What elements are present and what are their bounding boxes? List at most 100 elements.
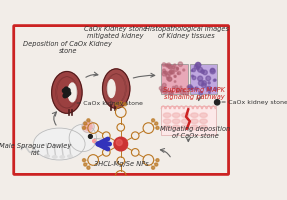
Circle shape <box>177 73 179 74</box>
Circle shape <box>191 87 193 89</box>
Circle shape <box>119 102 122 105</box>
Circle shape <box>168 65 171 68</box>
Circle shape <box>155 122 158 125</box>
FancyBboxPatch shape <box>14 26 228 174</box>
Circle shape <box>180 86 182 88</box>
Circle shape <box>178 62 183 66</box>
Ellipse shape <box>191 125 198 130</box>
Circle shape <box>209 92 210 93</box>
Ellipse shape <box>68 155 72 157</box>
Text: = CaOx kidney stone: = CaOx kidney stone <box>76 101 143 106</box>
Circle shape <box>206 76 211 81</box>
Circle shape <box>174 67 178 71</box>
Circle shape <box>82 120 94 133</box>
Ellipse shape <box>200 113 207 117</box>
Circle shape <box>188 85 192 89</box>
Circle shape <box>87 166 90 169</box>
Circle shape <box>214 87 217 91</box>
Circle shape <box>93 139 96 143</box>
Ellipse shape <box>68 83 77 102</box>
Circle shape <box>164 71 166 74</box>
Circle shape <box>83 126 86 129</box>
Circle shape <box>171 71 174 74</box>
Circle shape <box>170 70 174 74</box>
Circle shape <box>176 88 180 92</box>
Text: Mitigating deposition
of CaOx stone: Mitigating deposition of CaOx stone <box>160 126 230 139</box>
Circle shape <box>164 71 168 74</box>
Circle shape <box>172 66 174 69</box>
Circle shape <box>198 67 203 72</box>
Circle shape <box>88 135 92 138</box>
Circle shape <box>166 74 170 78</box>
Text: Deposition of CaOx Kidney
stone: Deposition of CaOx Kidney stone <box>23 41 112 54</box>
Circle shape <box>63 89 66 93</box>
Circle shape <box>84 122 87 125</box>
Circle shape <box>152 166 155 169</box>
Circle shape <box>185 91 189 95</box>
Circle shape <box>162 72 166 76</box>
Circle shape <box>196 63 201 67</box>
Text: Suppressing MAPK
signaling pathway: Suppressing MAPK signaling pathway <box>163 87 225 100</box>
Circle shape <box>208 82 210 84</box>
Circle shape <box>84 123 92 130</box>
Circle shape <box>156 159 159 162</box>
Circle shape <box>195 87 198 90</box>
Circle shape <box>198 80 204 86</box>
Circle shape <box>182 90 184 92</box>
Ellipse shape <box>200 119 207 124</box>
Circle shape <box>168 77 172 81</box>
Circle shape <box>201 70 204 73</box>
Ellipse shape <box>181 113 189 117</box>
Ellipse shape <box>53 156 57 158</box>
Ellipse shape <box>172 125 180 130</box>
Circle shape <box>183 89 184 90</box>
Circle shape <box>152 119 155 122</box>
Circle shape <box>169 65 173 69</box>
Circle shape <box>187 86 189 88</box>
Circle shape <box>210 69 215 74</box>
Ellipse shape <box>60 156 65 158</box>
Circle shape <box>169 91 173 94</box>
Circle shape <box>165 64 168 66</box>
Circle shape <box>203 70 207 75</box>
Circle shape <box>202 81 206 85</box>
Circle shape <box>119 184 122 187</box>
Circle shape <box>124 182 127 185</box>
Ellipse shape <box>181 125 189 130</box>
Circle shape <box>174 76 176 77</box>
FancyBboxPatch shape <box>161 106 216 135</box>
Ellipse shape <box>172 119 180 124</box>
Circle shape <box>189 86 193 90</box>
Circle shape <box>64 91 68 95</box>
Circle shape <box>115 182 118 185</box>
Ellipse shape <box>191 113 198 117</box>
Circle shape <box>116 139 122 146</box>
Circle shape <box>177 67 178 69</box>
Circle shape <box>156 126 159 129</box>
Circle shape <box>192 76 196 80</box>
Text: CaOx Kidney stone
mitigated kidney: CaOx Kidney stone mitigated kidney <box>84 26 147 39</box>
Circle shape <box>206 86 211 91</box>
Ellipse shape <box>52 72 82 113</box>
Circle shape <box>63 94 67 98</box>
Circle shape <box>162 63 166 66</box>
Ellipse shape <box>200 125 207 130</box>
Circle shape <box>177 68 179 70</box>
Ellipse shape <box>163 113 171 117</box>
Circle shape <box>210 68 214 72</box>
Circle shape <box>169 71 172 74</box>
Text: = CaOx kidney stone: = CaOx kidney stone <box>221 100 287 105</box>
Circle shape <box>67 91 71 95</box>
FancyBboxPatch shape <box>161 64 188 94</box>
Circle shape <box>114 137 128 151</box>
Circle shape <box>162 83 166 87</box>
Circle shape <box>174 75 176 77</box>
Circle shape <box>115 103 118 106</box>
Circle shape <box>174 81 176 82</box>
Circle shape <box>161 90 163 92</box>
Text: 3HCL-Mg/Se NPs: 3HCL-Mg/Se NPs <box>94 161 148 167</box>
Circle shape <box>197 67 199 70</box>
Ellipse shape <box>181 119 189 124</box>
Circle shape <box>177 91 178 92</box>
Circle shape <box>202 83 206 88</box>
